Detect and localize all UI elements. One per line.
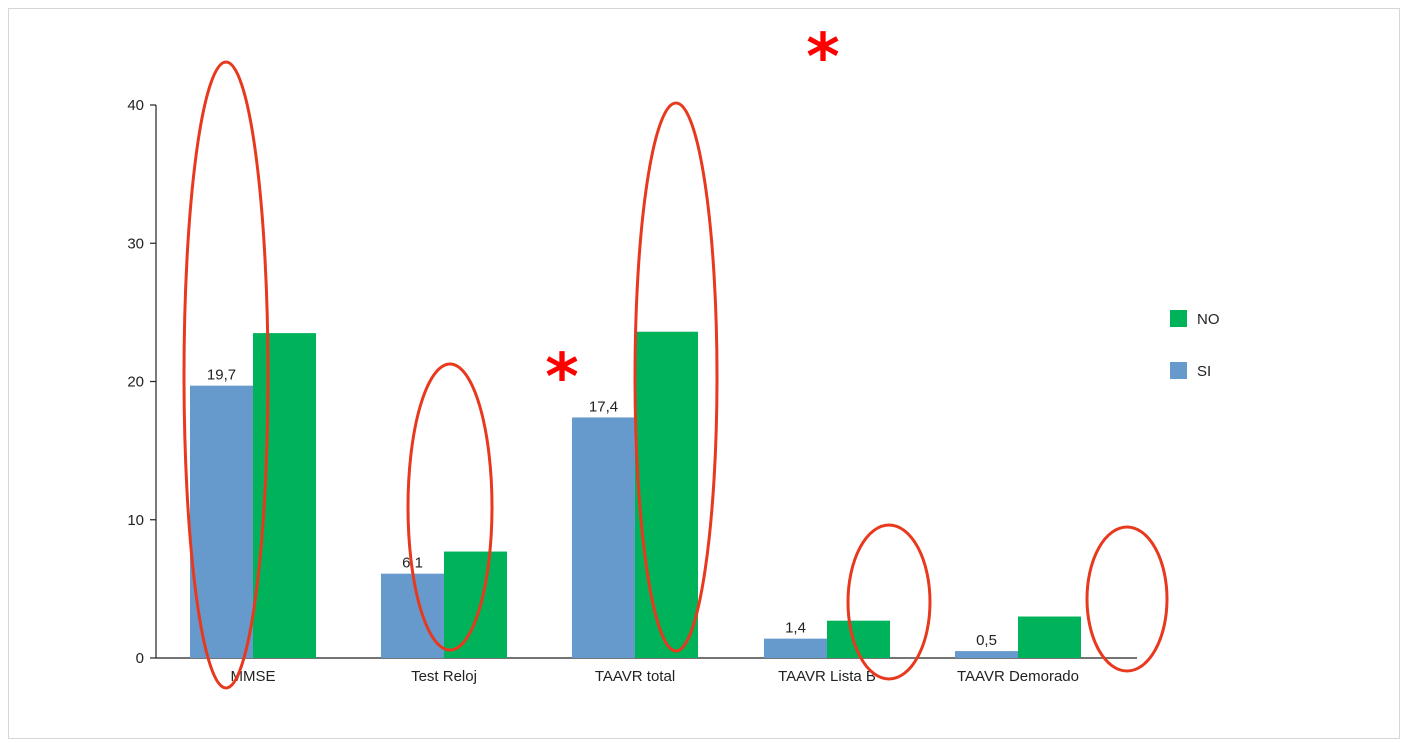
annotations: ** [182, 21, 1169, 690]
legend-swatch-no [1170, 310, 1187, 327]
bar-si [381, 573, 444, 658]
legend-label-no: NO [1197, 311, 1220, 328]
bar-si [764, 638, 827, 658]
highlight-ellipse [182, 60, 270, 690]
legend: NO SI [1170, 310, 1220, 380]
highlight-ellipse [846, 523, 932, 681]
data-label-si: 17,4 [589, 398, 618, 415]
chart-frame: 0 10 20 30 40 19,7 MMSE 6,1 Test Reloj 17,4 TAAVR… [8, 8, 1400, 739]
bar-no [1018, 616, 1081, 658]
highlight-ellipse [1085, 525, 1169, 673]
category-label: Test Reloj [411, 668, 477, 685]
category-label: MMSE [231, 668, 276, 685]
bar-si [955, 651, 1018, 658]
category-label: TAAVR total [595, 668, 675, 685]
data-label-si: 1,4 [785, 620, 806, 637]
y-tick-label: 10 [127, 512, 144, 529]
bar-si [190, 385, 253, 658]
legend-swatch-si [1170, 362, 1187, 379]
highlight-ellipse [406, 362, 494, 652]
data-label-si: 19,7 [207, 367, 236, 384]
category-label: TAAVR Demorado [957, 668, 1079, 685]
legend-label-si: SI [1197, 363, 1211, 380]
significance-asterisk: * [545, 341, 578, 415]
y-tick-label: 30 [127, 235, 144, 252]
bar-no [253, 333, 316, 658]
y-tick-label: 20 [127, 374, 144, 391]
y-tick-label: 40 [127, 97, 144, 114]
bar-no [444, 551, 507, 658]
y-tick-label: 0 [136, 650, 144, 667]
significance-asterisk: * [806, 21, 839, 95]
data-label-si: 0,5 [976, 632, 997, 649]
highlight-ellipse [633, 101, 719, 653]
bar-no [635, 331, 698, 658]
category-label: TAAVR Lista B [778, 668, 876, 685]
bar-si [572, 417, 635, 658]
